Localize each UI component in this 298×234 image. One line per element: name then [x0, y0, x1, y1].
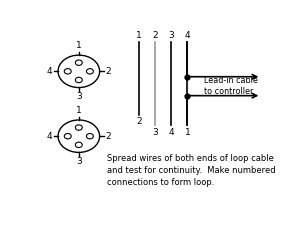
Text: 3: 3	[168, 31, 174, 40]
Text: 2: 2	[105, 67, 111, 76]
Text: 1: 1	[76, 41, 82, 50]
Text: 1: 1	[76, 106, 82, 115]
Text: 2: 2	[152, 31, 158, 40]
Text: 3: 3	[152, 128, 158, 137]
Text: 4: 4	[46, 67, 52, 76]
Text: 1: 1	[136, 31, 142, 40]
Text: Lead-in cable
to controller: Lead-in cable to controller	[204, 76, 257, 96]
Text: 4: 4	[46, 132, 52, 141]
Text: 4: 4	[168, 128, 174, 137]
Text: 2: 2	[136, 117, 142, 126]
Text: Spread wires of both ends of loop cable
and test for continuity.  Make numbered
: Spread wires of both ends of loop cable …	[107, 154, 275, 187]
Text: 1: 1	[184, 128, 190, 137]
Text: 3: 3	[76, 92, 82, 101]
Text: 3: 3	[76, 157, 82, 166]
Text: 2: 2	[105, 132, 111, 141]
Text: 4: 4	[184, 31, 190, 40]
